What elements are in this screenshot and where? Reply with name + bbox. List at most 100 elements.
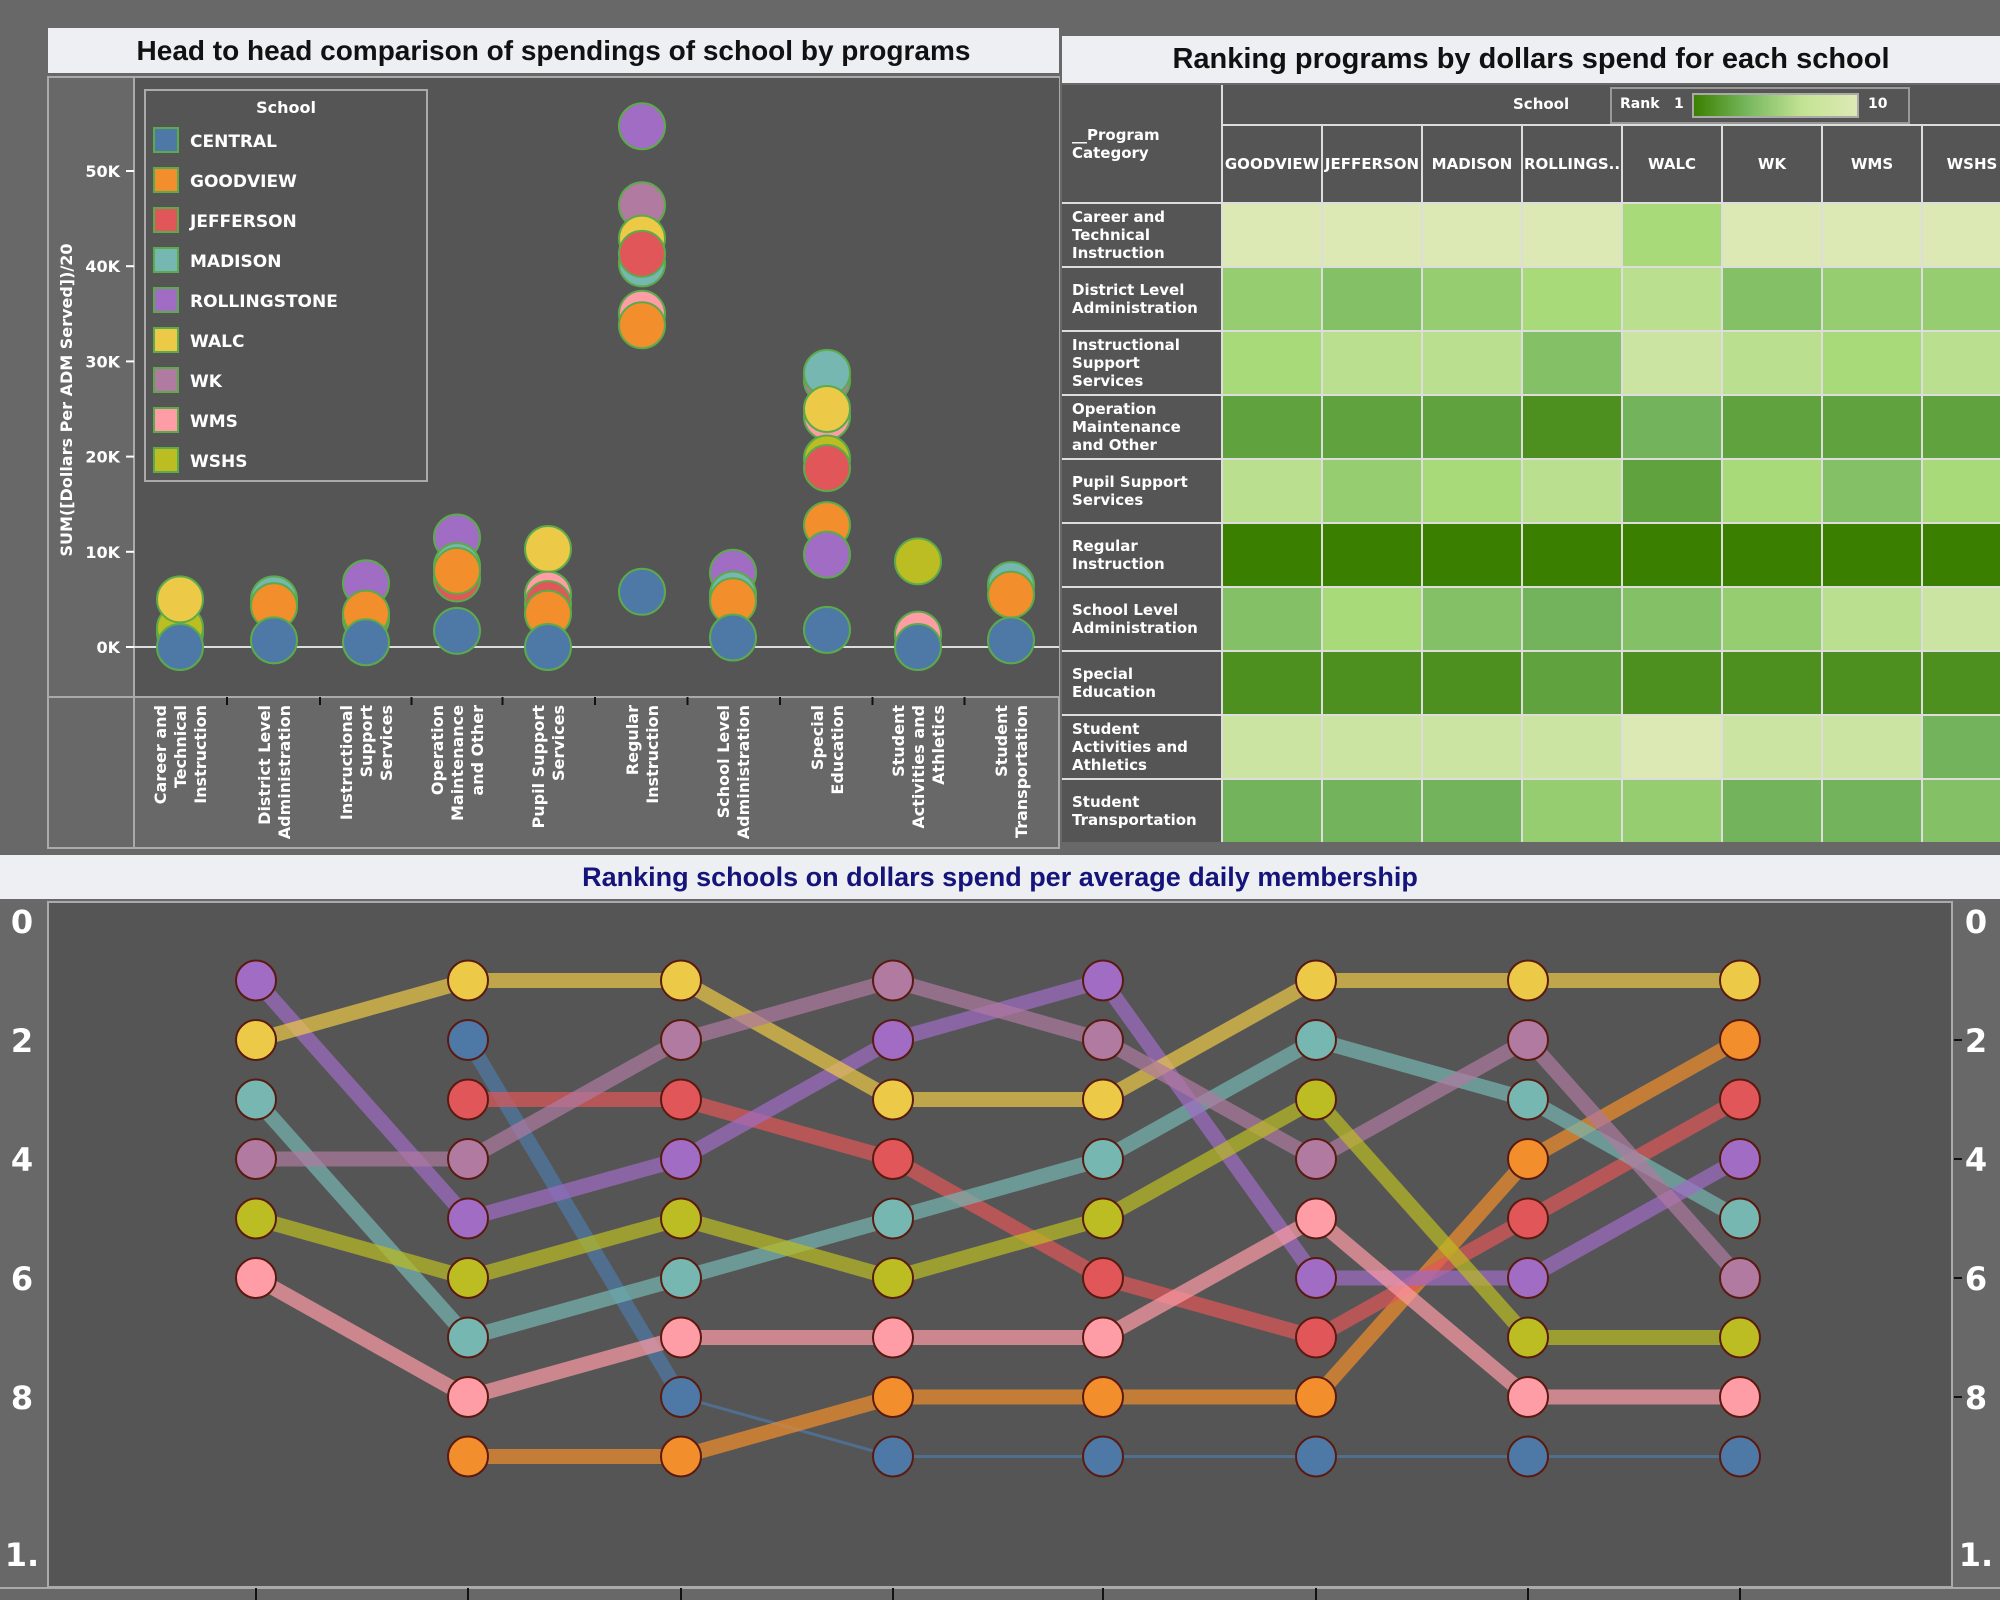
heatmap-cell[interactable]: [1423, 652, 1523, 716]
heatmap-cell[interactable]: [1423, 588, 1523, 652]
column-header[interactable]: GOODVIEW: [1223, 126, 1323, 204]
heatmap-cell[interactable]: [1423, 524, 1523, 588]
heatmap-cell[interactable]: [1723, 332, 1823, 396]
heatmap-cell[interactable]: [1723, 396, 1823, 460]
row-header[interactable]: Regular Instruction: [1062, 524, 1223, 588]
heatmap-cell[interactable]: [1223, 204, 1323, 268]
row-header[interactable]: District Level Administration: [1062, 268, 1223, 332]
heatmap-cell[interactable]: [1623, 780, 1723, 842]
heatmap-cell[interactable]: [1423, 780, 1523, 842]
heatmap-cell[interactable]: [1923, 332, 2000, 396]
heatmap-cell[interactable]: [1523, 204, 1623, 268]
heatmap-cell[interactable]: [1223, 588, 1323, 652]
heatmap-cell[interactable]: [1523, 588, 1623, 652]
heatmap-cell[interactable]: [1323, 332, 1423, 396]
column-header[interactable]: MADISON: [1423, 126, 1523, 204]
heatmap-cell[interactable]: [1623, 332, 1723, 396]
heatmap-cell[interactable]: [1923, 652, 2000, 716]
row-header[interactable]: Pupil Support Services: [1062, 460, 1223, 524]
heatmap-cell[interactable]: [1723, 524, 1823, 588]
heatmap-cell[interactable]: [1523, 524, 1623, 588]
heatmap-cell[interactable]: [1623, 460, 1723, 524]
heatmap-cell[interactable]: [1423, 332, 1523, 396]
heatmap-cell[interactable]: [1323, 204, 1423, 268]
heatmap-cell[interactable]: [1823, 204, 1923, 268]
heatmap-cell[interactable]: [1223, 524, 1323, 588]
heatmap-cell[interactable]: [1423, 716, 1523, 780]
heatmap-cell[interactable]: [1823, 652, 1923, 716]
heatmap-cell[interactable]: [1723, 780, 1823, 842]
heatmap-cell[interactable]: [1423, 268, 1523, 332]
heatmap-cell[interactable]: [1423, 460, 1523, 524]
heatmap-cell[interactable]: [1923, 588, 2000, 652]
heatmap-cell[interactable]: [1223, 396, 1323, 460]
rank-color-legend[interactable]: Rank 1 10: [1610, 87, 1910, 124]
heatmap-cell[interactable]: [1823, 716, 1923, 780]
heatmap-cell[interactable]: [1923, 204, 2000, 268]
heatmap-cell[interactable]: [1323, 268, 1423, 332]
heatmap-cell[interactable]: [1823, 268, 1923, 332]
heatmap-cell[interactable]: [1823, 524, 1923, 588]
heatmap-cell[interactable]: [1223, 652, 1323, 716]
heatmap-cell[interactable]: [1323, 716, 1423, 780]
heatmap-cell[interactable]: [1923, 460, 2000, 524]
heatmap-cell[interactable]: [1623, 588, 1723, 652]
row-header[interactable]: Career and Technical Instruction: [1062, 204, 1223, 268]
heatmap-cell[interactable]: [1223, 460, 1323, 524]
heatmap-cell[interactable]: [1623, 652, 1723, 716]
heatmap-cell[interactable]: [1523, 268, 1623, 332]
heatmap-cell[interactable]: [1923, 716, 2000, 780]
heatmap-cell[interactable]: [1223, 780, 1323, 842]
column-header[interactable]: ROLLINGS..: [1523, 126, 1623, 204]
heatmap-cell[interactable]: [1323, 460, 1423, 524]
row-header[interactable]: Special Education: [1062, 652, 1223, 716]
heatmap-cell[interactable]: [1423, 396, 1523, 460]
row-header[interactable]: Student Transportation: [1062, 780, 1223, 842]
row-header[interactable]: School Level Administration: [1062, 588, 1223, 652]
row-header[interactable]: Instructional Support Services: [1062, 332, 1223, 396]
heatmap-cell[interactable]: [1723, 588, 1823, 652]
heatmap-cell[interactable]: [1323, 780, 1423, 842]
heatmap-cell[interactable]: [1723, 652, 1823, 716]
rank-point-rollingstone: [1719, 1138, 1761, 1180]
column-header[interactable]: JEFFERSON: [1323, 126, 1423, 204]
heatmap-cell[interactable]: [1523, 780, 1623, 842]
heatmap-cell[interactable]: [1823, 780, 1923, 842]
column-header[interactable]: WMS: [1823, 126, 1923, 204]
heatmap-cell[interactable]: [1723, 204, 1823, 268]
heatmap-cell[interactable]: [1823, 460, 1923, 524]
heatmap-cell[interactable]: [1723, 716, 1823, 780]
column-header[interactable]: WK: [1723, 126, 1823, 204]
heatmap-cell[interactable]: [1623, 524, 1723, 588]
heatmap-cell[interactable]: [1623, 268, 1723, 332]
heatmap-cell[interactable]: [1523, 332, 1623, 396]
heatmap-cell[interactable]: [1723, 460, 1823, 524]
heatmap-cell[interactable]: [1623, 716, 1723, 780]
heatmap-cell[interactable]: [1623, 204, 1723, 268]
heatmap-cell[interactable]: [1923, 268, 2000, 332]
heatmap-cell[interactable]: [1523, 652, 1623, 716]
heatmap-cell[interactable]: [1223, 268, 1323, 332]
heatmap-cell[interactable]: [1823, 588, 1923, 652]
heatmap-cell[interactable]: [1223, 332, 1323, 396]
heatmap-cell[interactable]: [1323, 652, 1423, 716]
heatmap-cell[interactable]: [1323, 396, 1423, 460]
heatmap-cell[interactable]: [1923, 780, 2000, 842]
row-header[interactable]: Student Activities and Athletics: [1062, 716, 1223, 780]
heatmap-cell[interactable]: [1323, 524, 1423, 588]
heatmap-cell[interactable]: [1823, 332, 1923, 396]
column-header[interactable]: WALC: [1623, 126, 1723, 204]
heatmap-cell[interactable]: [1623, 396, 1723, 460]
column-header[interactable]: WSHS: [1923, 126, 2000, 204]
heatmap-cell[interactable]: [1423, 204, 1523, 268]
heatmap-cell[interactable]: [1723, 268, 1823, 332]
heatmap-cell[interactable]: [1823, 396, 1923, 460]
heatmap-cell[interactable]: [1523, 460, 1623, 524]
heatmap-cell[interactable]: [1923, 396, 2000, 460]
row-header[interactable]: Operation Maintenance and Other: [1062, 396, 1223, 460]
heatmap-cell[interactable]: [1323, 588, 1423, 652]
heatmap-cell[interactable]: [1523, 716, 1623, 780]
heatmap-cell[interactable]: [1223, 716, 1323, 780]
heatmap-cell[interactable]: [1523, 396, 1623, 460]
heatmap-cell[interactable]: [1923, 524, 2000, 588]
